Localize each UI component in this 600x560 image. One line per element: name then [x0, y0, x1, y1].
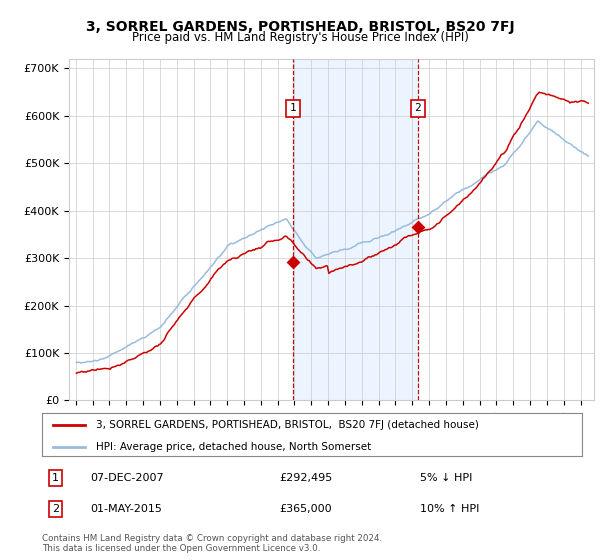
Text: 5% ↓ HPI: 5% ↓ HPI: [420, 473, 472, 483]
Text: 1: 1: [290, 104, 296, 113]
Point: [289, 257, 298, 266]
Text: Price paid vs. HM Land Registry's House Price Index (HPI): Price paid vs. HM Land Registry's House …: [131, 31, 469, 44]
Text: 07-DEC-2007: 07-DEC-2007: [91, 473, 164, 483]
Text: £292,495: £292,495: [280, 473, 333, 483]
Bar: [293, 59, 418, 400]
Text: HPI: Average price, detached house, North Somerset: HPI: Average price, detached house, Nort…: [96, 442, 371, 452]
Text: 3, SORREL GARDENS, PORTISHEAD, BRISTOL,  BS20 7FJ (detached house): 3, SORREL GARDENS, PORTISHEAD, BRISTOL, …: [96, 420, 479, 430]
Text: 3, SORREL GARDENS, PORTISHEAD, BRISTOL, BS20 7FJ: 3, SORREL GARDENS, PORTISHEAD, BRISTOL, …: [86, 20, 514, 34]
Text: Contains HM Land Registry data © Crown copyright and database right 2024.
This d: Contains HM Land Registry data © Crown c…: [42, 534, 382, 553]
Text: £365,000: £365,000: [280, 504, 332, 514]
Text: 10% ↑ HPI: 10% ↑ HPI: [420, 504, 479, 514]
Text: 1: 1: [52, 473, 59, 483]
Text: 2: 2: [52, 504, 59, 514]
Text: 01-MAY-2015: 01-MAY-2015: [91, 504, 163, 514]
Point: [413, 223, 422, 232]
Text: 2: 2: [415, 104, 421, 113]
